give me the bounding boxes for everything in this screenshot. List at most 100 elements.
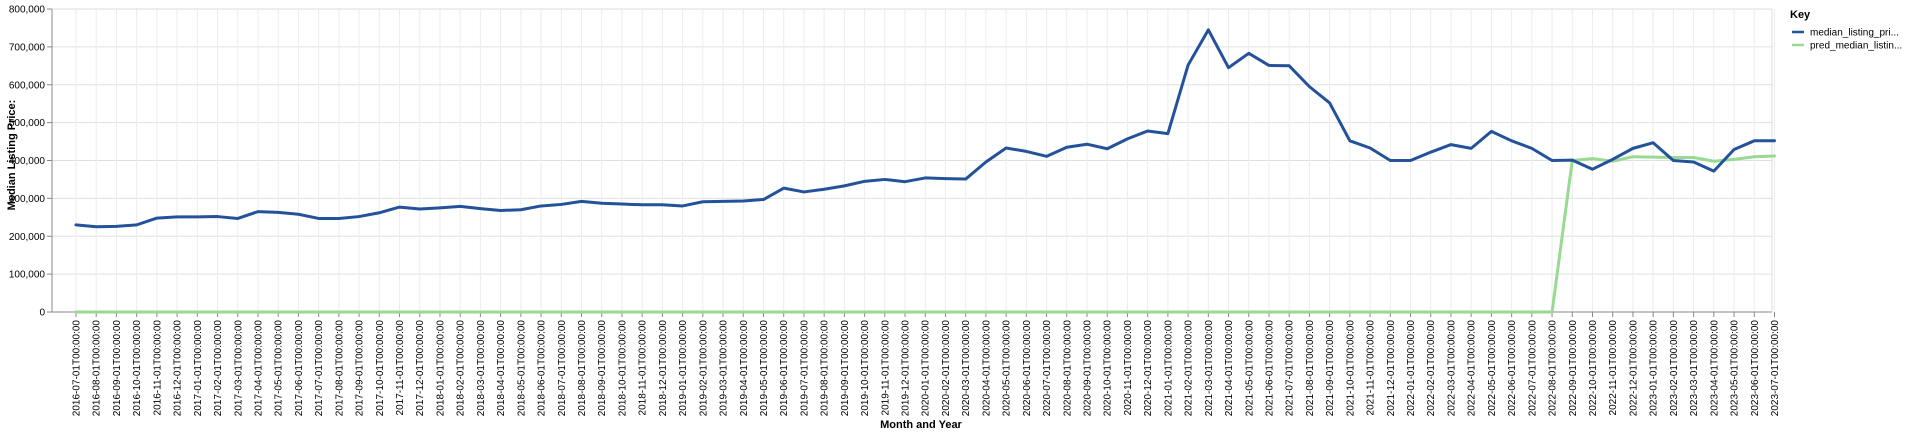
x-tick-label: 2022-02-01T00:00:00 — [1426, 320, 1437, 417]
x-axis-title: Month and Year — [880, 419, 962, 431]
x-tick-label: 2019-09-01T00:00:00 — [840, 320, 851, 417]
x-tick-label: 2020-05-01T00:00:00 — [1002, 320, 1013, 417]
y-tick-label: 800,000 — [9, 5, 46, 16]
x-tick-label: 2022-11-01T00:00:00 — [1608, 320, 1619, 416]
x-tick-label: 2021-09-01T00:00:00 — [1325, 320, 1336, 417]
x-tick-label: 2017-06-01T00:00:00 — [294, 320, 305, 417]
x-tick-label: 2017-04-01T00:00:00 — [253, 320, 264, 417]
x-tick-label: 2018-05-01T00:00:00 — [516, 320, 527, 417]
x-tick-label: 2020-12-01T00:00:00 — [1143, 320, 1154, 417]
x-tick-label: 2023-07-01T00:00:00 — [1770, 320, 1781, 417]
x-tick-label: 2022-03-01T00:00:00 — [1446, 320, 1457, 417]
x-tick-label: 2021-04-01T00:00:00 — [1224, 320, 1235, 417]
x-tick-label: 2019-03-01T00:00:00 — [719, 320, 730, 417]
x-tick-label: 2020-06-01T00:00:00 — [1022, 320, 1033, 417]
x-tick-label: 2023-01-01T00:00:00 — [1649, 320, 1660, 417]
x-tick-label: 2022-05-01T00:00:00 — [1487, 320, 1498, 417]
x-tick-label: 2018-07-01T00:00:00 — [557, 320, 568, 417]
x-tick-label: 2017-03-01T00:00:00 — [233, 320, 244, 417]
x-tick-label: 2020-10-01T00:00:00 — [1103, 320, 1114, 417]
x-tick-label: 2020-03-01T00:00:00 — [961, 320, 972, 417]
x-tick-label: 2019-11-01T00:00:00 — [880, 320, 891, 416]
x-tick-label: 2017-07-01T00:00:00 — [314, 320, 325, 417]
x-tick-label: 2020-08-01T00:00:00 — [1062, 320, 1073, 417]
x-tick-label: 2020-11-01T00:00:00 — [1123, 320, 1134, 416]
y-tick-label: 400,000 — [9, 156, 46, 167]
y-axis-title: Median Listing Price: — [6, 100, 18, 211]
x-tick-label: 2022-07-01T00:00:00 — [1527, 320, 1538, 417]
y-axis: 0 100,000 200,000 300,000 400,000 500,000 600,… — [9, 5, 52, 319]
legend: Key median_listing_pri... pred_median_lis… — [1790, 9, 1902, 52]
x-tick-label: 2016-08-01T00:00:00 — [92, 320, 103, 417]
x-tick-label: 2022-01-01T00:00:00 — [1406, 320, 1417, 417]
x-tick-label: 2019-06-01T00:00:00 — [779, 320, 790, 417]
x-tick-label: 2022-06-01T00:00:00 — [1507, 320, 1518, 417]
x-tick-label: 2023-02-01T00:00:00 — [1669, 320, 1680, 417]
x-tick-label: 2021-12-01T00:00:00 — [1386, 320, 1397, 417]
x-tick-label: 2016-10-01T00:00:00 — [132, 320, 143, 417]
x-tick-label: 2020-01-01T00:00:00 — [921, 320, 932, 417]
x-tick-label: 2018-02-01T00:00:00 — [456, 320, 467, 417]
x-tick-label: 2018-03-01T00:00:00 — [476, 320, 487, 417]
legend-title: Key — [1790, 9, 1811, 21]
x-tick-label: 2022-12-01T00:00:00 — [1628, 320, 1639, 417]
x-tick-label: 2017-01-01T00:00:00 — [193, 320, 204, 417]
x-tick-label: 2021-07-01T00:00:00 — [1285, 320, 1296, 417]
series-line-pred-median-listin — [74, 154, 1776, 314]
x-tick-label: 2018-06-01T00:00:00 — [537, 320, 548, 417]
y-tick-label: 200,000 — [9, 232, 46, 243]
x-tick-label: 2019-10-01T00:00:00 — [860, 320, 871, 417]
x-tick-label: 2021-08-01T00:00:00 — [1305, 320, 1316, 417]
y-tick-label: 100,000 — [9, 270, 46, 281]
x-tick-label: 2021-10-01T00:00:00 — [1345, 320, 1356, 417]
x-tick-label: 2019-02-01T00:00:00 — [698, 320, 709, 417]
legend-label: pred_median_listin... — [1810, 41, 1902, 52]
x-tick-label: 2022-09-01T00:00:00 — [1568, 320, 1579, 417]
x-tick-label: 2022-04-01T00:00:00 — [1467, 320, 1478, 417]
x-tick-label: 2021-03-01T00:00:00 — [1204, 320, 1215, 417]
x-tick-label: 2021-11-01T00:00:00 — [1366, 320, 1377, 416]
series-layer — [74, 28, 1776, 314]
x-tick-label: 2016-11-01T00:00:00 — [152, 320, 163, 416]
x-tick-label: 2016-09-01T00:00:00 — [112, 320, 123, 417]
x-tick-label: 2017-12-01T00:00:00 — [415, 320, 426, 417]
x-tick-label: 2020-09-01T00:00:00 — [1083, 320, 1094, 417]
x-tick-label: 2023-05-01T00:00:00 — [1730, 320, 1741, 417]
x-tick-label: 2017-11-01T00:00:00 — [395, 320, 406, 416]
y-tick-label: 700,000 — [9, 42, 46, 53]
x-tick-label: 2020-04-01T00:00:00 — [981, 320, 992, 417]
x-tick-label: 2023-06-01T00:00:00 — [1750, 320, 1761, 417]
x-tick-label: 2019-04-01T00:00:00 — [739, 320, 750, 417]
x-tick-label: 2022-10-01T00:00:00 — [1588, 320, 1599, 417]
x-tick-label: 2019-12-01T00:00:00 — [901, 320, 912, 417]
x-tick-label: 2021-02-01T00:00:00 — [1184, 320, 1195, 417]
x-tick-label: 2018-10-01T00:00:00 — [617, 320, 628, 417]
x-tick-label: 2018-09-01T00:00:00 — [597, 320, 608, 417]
y-tick-label: 0 — [39, 308, 45, 319]
x-tick-label: 2023-03-01T00:00:00 — [1689, 320, 1700, 417]
x-tick-label: 2016-12-01T00:00:00 — [173, 320, 184, 417]
x-tick-label: 2017-10-01T00:00:00 — [375, 320, 386, 417]
x-tick-label: 2016-07-01T00:00:00 — [72, 320, 83, 417]
x-tick-label: 2018-08-01T00:00:00 — [577, 320, 588, 417]
x-tick-label: 2017-05-01T00:00:00 — [274, 320, 285, 417]
x-tick-label: 2020-07-01T00:00:00 — [1042, 320, 1053, 417]
x-tick-label: 2017-08-01T00:00:00 — [334, 320, 345, 417]
x-tick-label: 2019-01-01T00:00:00 — [678, 320, 689, 417]
x-tick-label: 2023-04-01T00:00:00 — [1709, 320, 1720, 417]
x-tick-label: 2020-02-01T00:00:00 — [941, 320, 952, 417]
x-tick-label: 2018-01-01T00:00:00 — [435, 320, 446, 417]
x-axis: 2016-07-01T00:00:00 2016-08-01T00:00:00 20… — [72, 312, 1781, 416]
x-tick-label: 2019-08-01T00:00:00 — [820, 320, 831, 417]
x-tick-label: 2019-07-01T00:00:00 — [799, 320, 810, 417]
x-tick-label: 2018-04-01T00:00:00 — [496, 320, 507, 417]
y-tick-label: 300,000 — [9, 194, 46, 205]
y-tick-label: 500,000 — [9, 118, 46, 129]
x-tick-label: 2018-12-01T00:00:00 — [658, 320, 669, 417]
grid-lines — [52, 8, 1775, 313]
x-tick-label: 2017-02-01T00:00:00 — [213, 320, 224, 417]
y-tick-label: 600,000 — [9, 80, 46, 91]
x-tick-label: 2017-09-01T00:00:00 — [355, 320, 366, 417]
x-tick-label: 2021-05-01T00:00:00 — [1244, 320, 1255, 417]
